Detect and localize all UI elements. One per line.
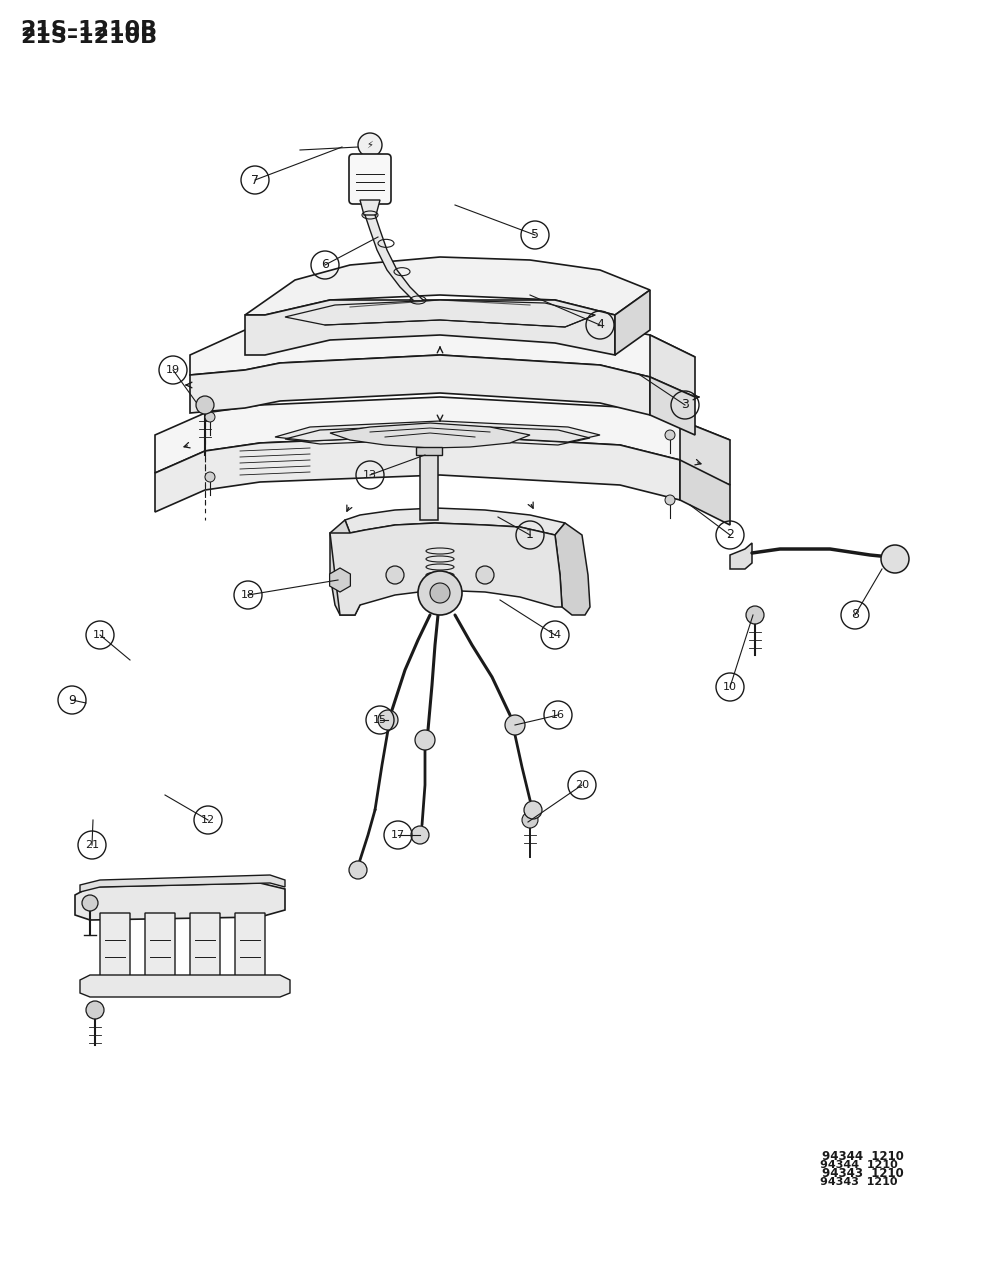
Polygon shape xyxy=(365,215,423,300)
Polygon shape xyxy=(345,507,565,536)
Polygon shape xyxy=(145,913,175,980)
Circle shape xyxy=(881,544,909,572)
Polygon shape xyxy=(650,335,695,397)
Circle shape xyxy=(86,1001,104,1019)
Text: 5: 5 xyxy=(531,228,539,241)
Polygon shape xyxy=(615,289,650,354)
Circle shape xyxy=(358,133,382,157)
Polygon shape xyxy=(190,317,695,377)
Text: 21: 21 xyxy=(85,840,99,850)
Text: 17: 17 xyxy=(390,830,405,840)
Text: 14: 14 xyxy=(548,630,562,640)
Polygon shape xyxy=(285,300,595,326)
Text: 15: 15 xyxy=(373,715,387,725)
Polygon shape xyxy=(275,421,600,442)
Text: 6: 6 xyxy=(321,259,329,272)
Polygon shape xyxy=(75,884,285,921)
Text: 19: 19 xyxy=(165,365,180,375)
Polygon shape xyxy=(330,423,530,448)
Polygon shape xyxy=(190,913,220,980)
Text: 2: 2 xyxy=(726,529,734,542)
Circle shape xyxy=(82,895,98,912)
Text: 8: 8 xyxy=(851,608,859,621)
Text: 16: 16 xyxy=(551,710,565,720)
FancyBboxPatch shape xyxy=(420,455,438,520)
Polygon shape xyxy=(80,875,285,892)
Text: 94344  1210: 94344 1210 xyxy=(822,1150,904,1163)
Circle shape xyxy=(524,801,542,819)
Circle shape xyxy=(522,812,538,827)
Circle shape xyxy=(205,472,215,482)
Circle shape xyxy=(386,566,404,584)
Polygon shape xyxy=(155,397,730,473)
Text: 94343  1210: 94343 1210 xyxy=(820,1177,898,1187)
Text: ⚡: ⚡ xyxy=(367,140,374,150)
FancyBboxPatch shape xyxy=(349,154,391,204)
Circle shape xyxy=(430,583,450,603)
Polygon shape xyxy=(680,460,730,525)
Polygon shape xyxy=(100,913,130,980)
Text: 11: 11 xyxy=(93,630,107,640)
Polygon shape xyxy=(650,377,695,435)
FancyBboxPatch shape xyxy=(416,448,442,455)
Circle shape xyxy=(746,606,764,623)
Text: 10: 10 xyxy=(723,682,737,692)
Polygon shape xyxy=(555,523,590,615)
Polygon shape xyxy=(330,523,562,615)
Polygon shape xyxy=(245,258,650,315)
Text: 12: 12 xyxy=(201,815,215,825)
Circle shape xyxy=(418,571,462,615)
Text: 7: 7 xyxy=(251,173,259,186)
Text: 3: 3 xyxy=(681,399,689,412)
Text: 1: 1 xyxy=(526,529,534,542)
Text: 18: 18 xyxy=(241,590,255,601)
Circle shape xyxy=(665,495,675,505)
Polygon shape xyxy=(245,300,615,354)
Polygon shape xyxy=(680,419,730,484)
Circle shape xyxy=(415,731,435,750)
Polygon shape xyxy=(730,543,752,569)
Polygon shape xyxy=(330,520,360,615)
Polygon shape xyxy=(235,913,265,980)
Circle shape xyxy=(476,566,494,584)
Circle shape xyxy=(349,861,367,878)
Polygon shape xyxy=(190,354,650,414)
Text: 94343  1210: 94343 1210 xyxy=(822,1167,904,1179)
Polygon shape xyxy=(155,435,680,513)
Text: 21S–1210B: 21S–1210B xyxy=(20,27,158,47)
Text: 13: 13 xyxy=(363,470,377,479)
Text: 20: 20 xyxy=(575,780,589,790)
Text: 9: 9 xyxy=(68,694,76,706)
Circle shape xyxy=(196,397,214,414)
Circle shape xyxy=(205,412,215,422)
Text: 94344  1210: 94344 1210 xyxy=(820,1160,898,1170)
Circle shape xyxy=(378,710,398,731)
Text: 21S–1210B: 21S–1210B xyxy=(20,20,158,40)
Circle shape xyxy=(505,715,525,734)
Circle shape xyxy=(665,430,675,440)
Polygon shape xyxy=(360,200,380,215)
Text: 4: 4 xyxy=(596,319,604,332)
Circle shape xyxy=(411,826,429,844)
Polygon shape xyxy=(80,975,290,997)
